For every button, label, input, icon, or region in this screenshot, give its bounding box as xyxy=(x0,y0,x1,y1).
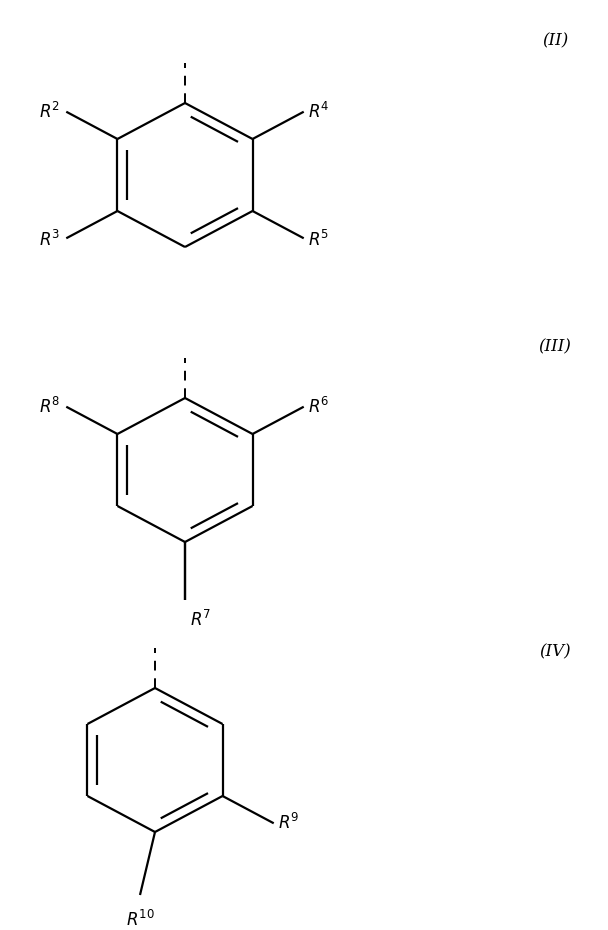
Text: $R^8$: $R^8$ xyxy=(39,397,60,417)
Text: $R^9$: $R^9$ xyxy=(278,813,299,833)
Text: (IV): (IV) xyxy=(539,643,571,660)
Text: $R^{10}$: $R^{10}$ xyxy=(126,910,154,930)
Text: $R^5$: $R^5$ xyxy=(308,231,329,250)
Text: (II): (II) xyxy=(542,32,568,49)
Text: $R^6$: $R^6$ xyxy=(308,397,329,417)
Text: $R^4$: $R^4$ xyxy=(308,101,329,122)
Text: $R^2$: $R^2$ xyxy=(40,101,60,122)
Text: (III): (III) xyxy=(539,338,572,355)
Text: $R^3$: $R^3$ xyxy=(39,231,60,250)
Text: $R^7$: $R^7$ xyxy=(190,610,212,631)
